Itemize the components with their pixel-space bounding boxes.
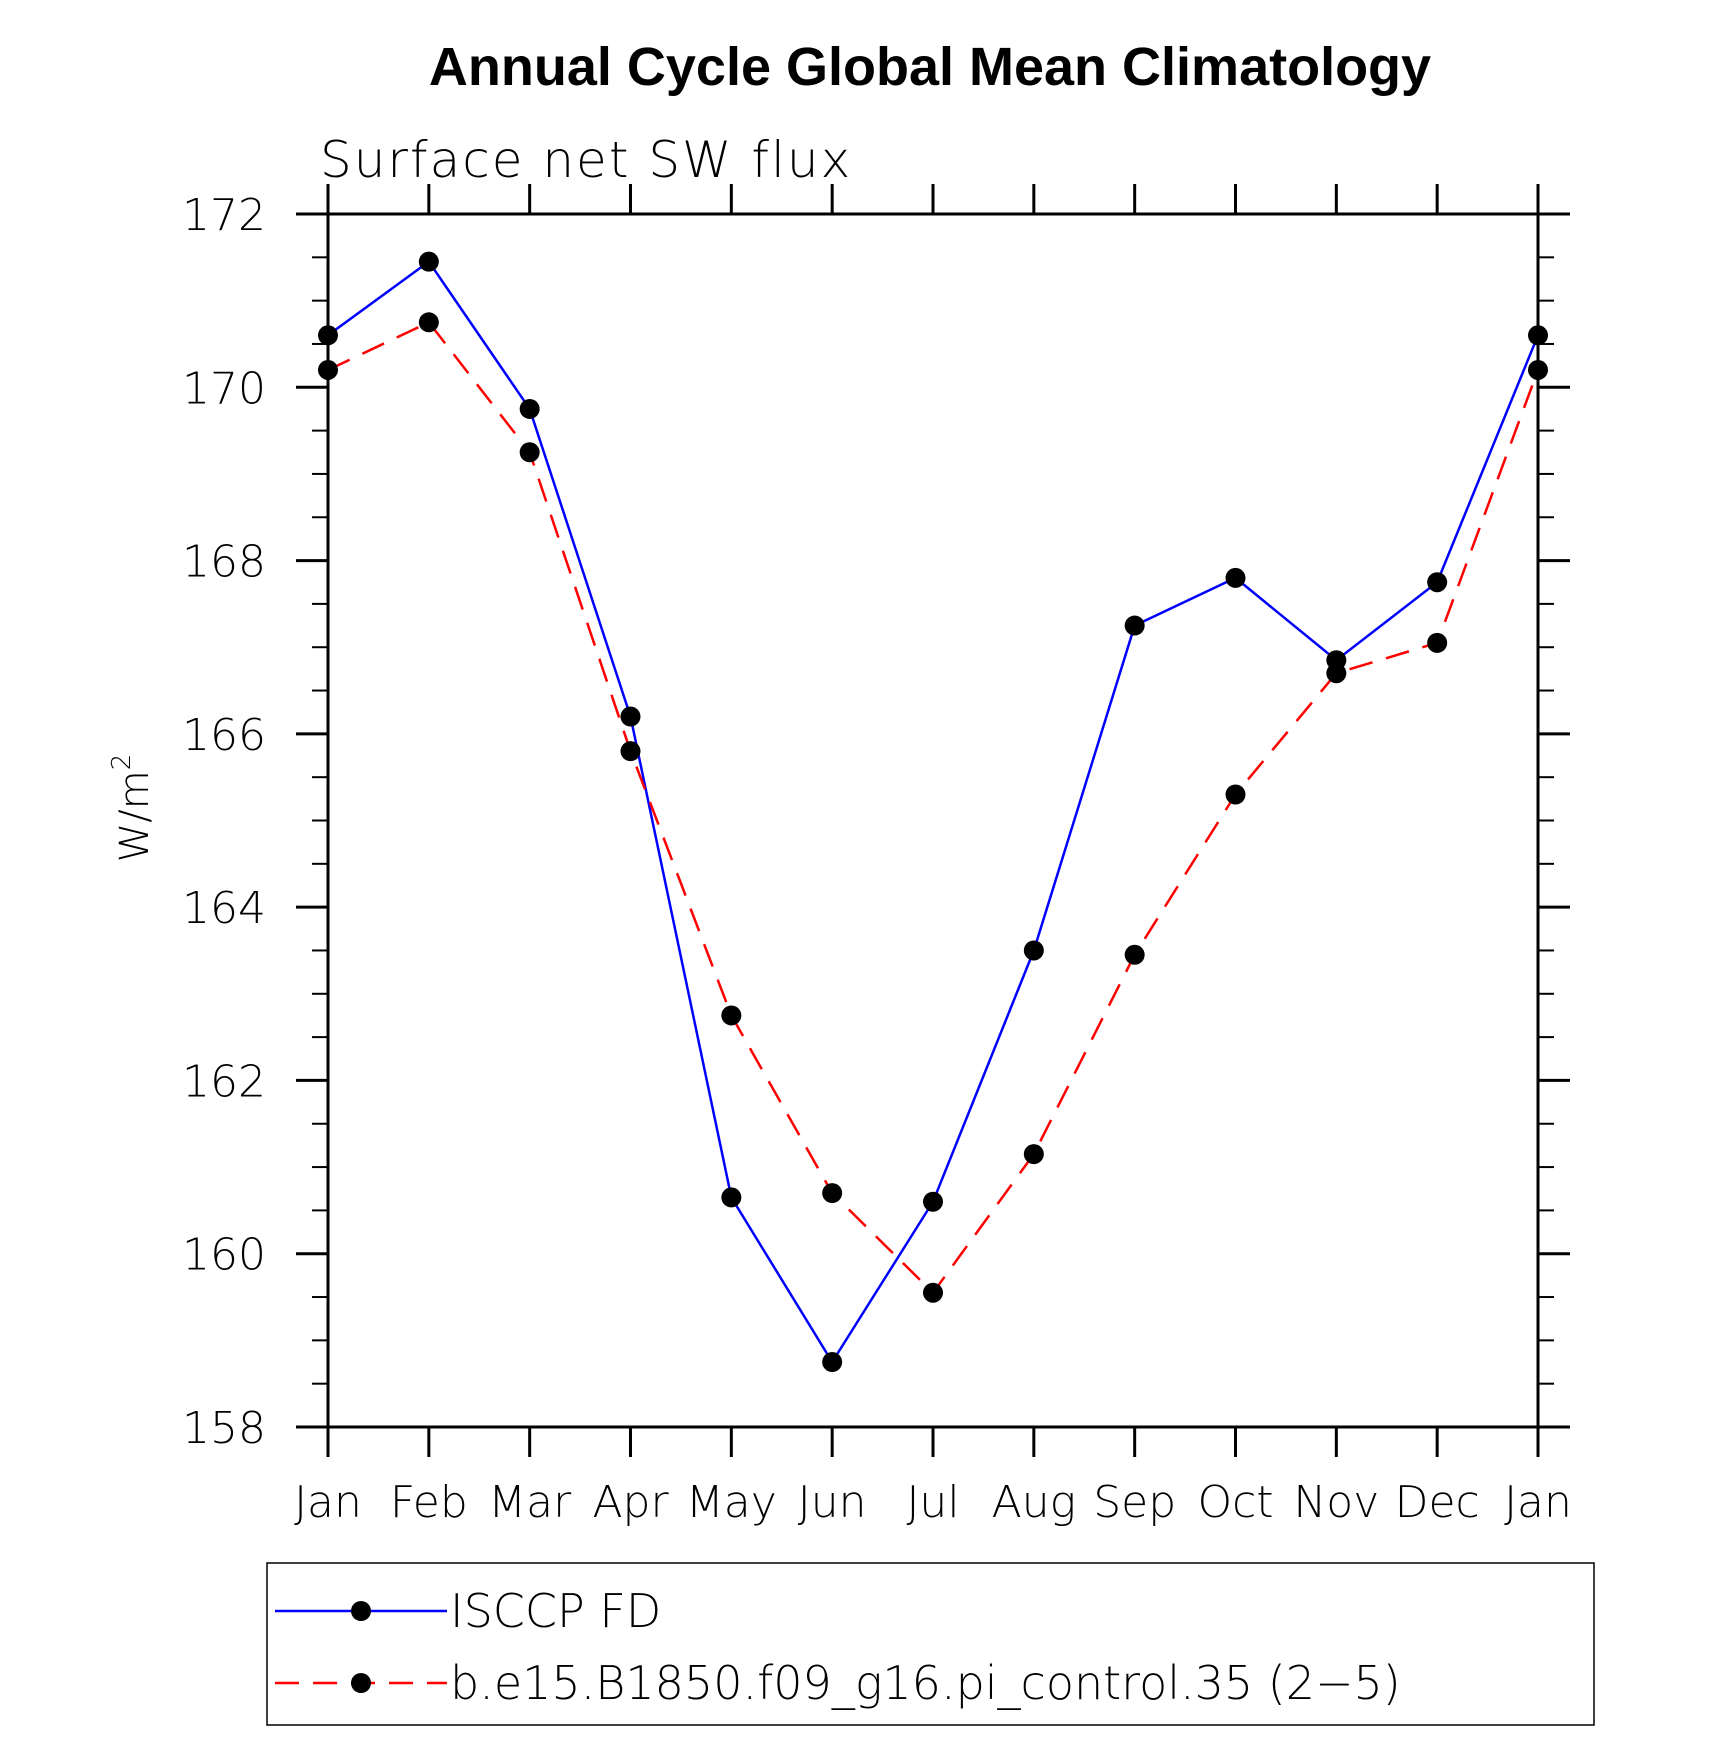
series-2-point xyxy=(1124,944,1145,965)
legend-marker-1 xyxy=(351,1601,371,1621)
series-1-point xyxy=(1124,615,1145,636)
series-1-point xyxy=(1023,940,1044,961)
series-line-2 xyxy=(327,320,1540,1295)
x-tick-label: Feb xyxy=(390,1477,468,1528)
series-2-point xyxy=(721,1005,742,1026)
legend-box xyxy=(266,1562,1595,1726)
x-tick-label: Sep xyxy=(1093,1477,1176,1528)
series-1-point xyxy=(1427,572,1448,593)
series-1-point xyxy=(721,1187,742,1208)
x-tick-label: Jan xyxy=(1504,1477,1572,1528)
series-1-point xyxy=(1528,325,1548,346)
series-2-point xyxy=(822,1183,843,1204)
legend-marker-2 xyxy=(351,1673,371,1693)
y-tick-label: 166 xyxy=(182,710,266,761)
series-2-point xyxy=(620,741,641,762)
legend-label-2: b.e15.B1850.f09_g16.pi_control.35 (2−5) xyxy=(450,1656,1401,1710)
x-tick-label: Oct xyxy=(1197,1477,1273,1528)
series-2-point xyxy=(418,312,439,333)
series-1-point xyxy=(923,1191,943,1212)
plot-area: Jan Feb Mar Apr May Jun Jul Aug Sep Oct Nov Dec Jan 1… xyxy=(182,184,1572,1528)
legend-label-1: ISCCP FD xyxy=(450,1584,661,1638)
x-tick-label: Jun xyxy=(798,1477,867,1528)
series-2-point xyxy=(1023,1144,1044,1165)
y-tick-label: 170 xyxy=(182,363,266,414)
y-tick-label: 164 xyxy=(182,883,266,934)
chart-title: Annual Cycle Global Mean Climatology xyxy=(429,37,1431,97)
series-2-point xyxy=(1427,632,1448,653)
y-axis-label-text: W/m xyxy=(112,770,158,862)
x-tick-label: Nov xyxy=(1293,1477,1379,1528)
x-tick-label: Mar xyxy=(488,1477,572,1528)
series-2-point xyxy=(318,359,338,380)
x-tick-label: Apr xyxy=(592,1477,669,1528)
y-tick-label: 168 xyxy=(182,537,266,588)
series-1-point xyxy=(1225,567,1246,588)
series-2-point xyxy=(1225,784,1246,805)
series-1-point xyxy=(822,1352,843,1373)
legend: ISCCP FD b.e15.B1850.f09_g16.pi_control.3… xyxy=(266,1562,1595,1726)
y-tick-label: 172 xyxy=(182,190,266,241)
series-1-point xyxy=(418,251,439,272)
series-2-point xyxy=(923,1282,943,1303)
series-2-point xyxy=(519,442,540,463)
x-tick-label: Jan xyxy=(294,1477,362,1528)
series-1-point xyxy=(318,325,338,346)
x-tick-label: Jul xyxy=(906,1477,959,1528)
y-tick-label: 162 xyxy=(182,1056,266,1107)
y-tick-label: 160 xyxy=(182,1230,266,1281)
x-tick-label: Dec xyxy=(1395,1477,1480,1528)
plot-frame xyxy=(326,212,1540,1429)
svg-text:W/m2: W/m2 xyxy=(107,754,158,863)
y-axis-label: W/m2 xyxy=(107,754,158,863)
series-2-point xyxy=(1326,663,1347,684)
x-tick-label: May xyxy=(686,1477,777,1528)
y-axis-label-superscript: 2 xyxy=(107,754,137,771)
series-1-point xyxy=(620,706,641,727)
x-tick-label: Aug xyxy=(992,1477,1076,1528)
y-tick-label: 158 xyxy=(182,1403,266,1454)
series-1-point xyxy=(519,398,540,419)
chart-subtitle: Surface net SW flux xyxy=(320,131,852,189)
series-2-point xyxy=(1528,359,1548,380)
